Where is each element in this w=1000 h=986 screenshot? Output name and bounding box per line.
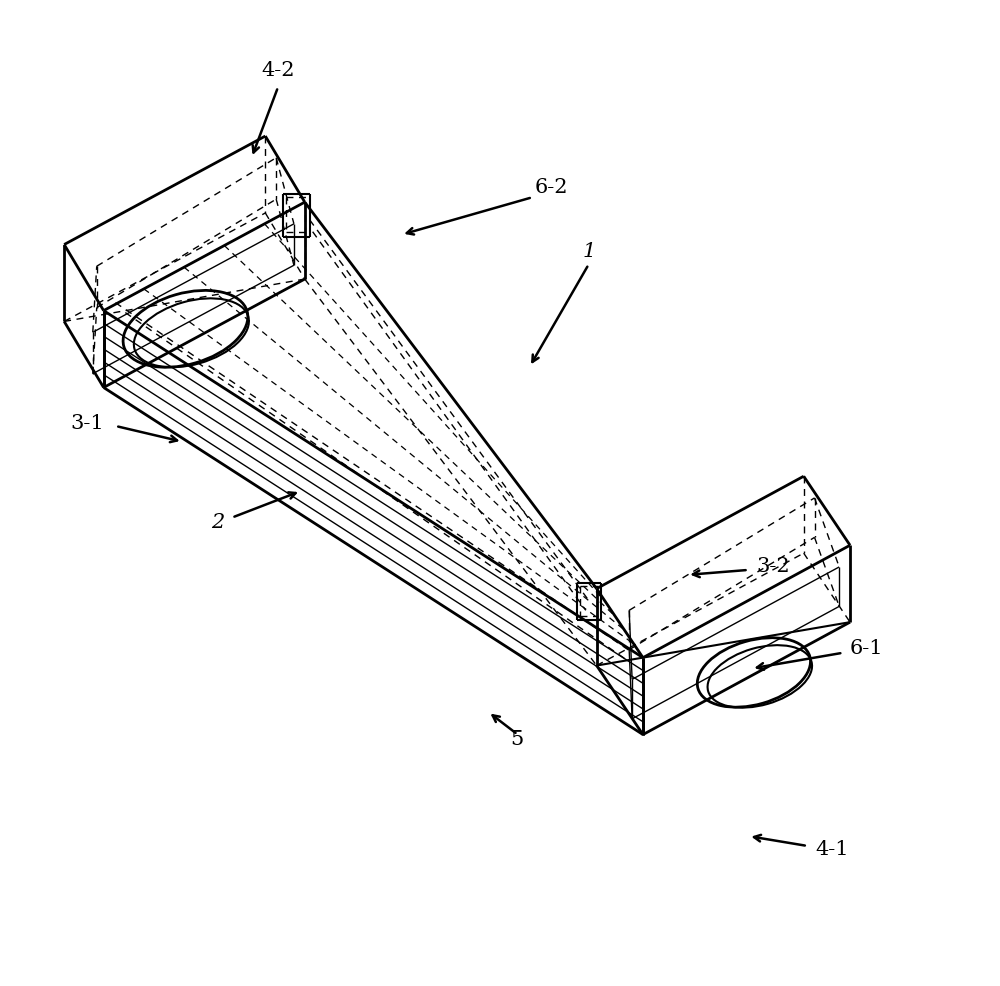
Text: 2: 2 [211,513,224,532]
Text: 6-2: 6-2 [535,177,568,197]
Text: 4-1: 4-1 [816,840,849,860]
Text: 3-2: 3-2 [756,557,790,577]
Text: 1: 1 [582,242,595,261]
Text: 4-2: 4-2 [261,61,295,81]
Text: 6-1: 6-1 [850,639,884,659]
Text: 5: 5 [510,730,523,749]
Text: 3-1: 3-1 [70,414,104,434]
